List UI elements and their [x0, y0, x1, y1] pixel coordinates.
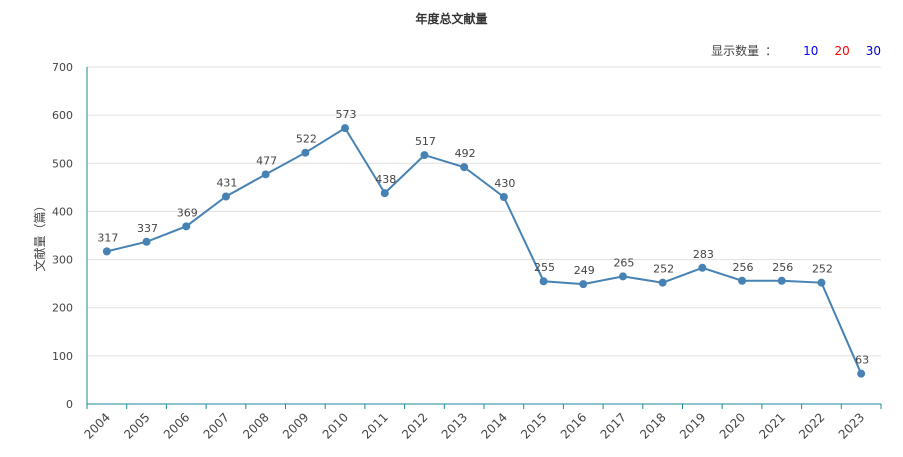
x-tick-label: 2022	[796, 410, 827, 441]
x-tick-label: 2005	[121, 410, 152, 441]
data-point	[658, 278, 667, 287]
y-tick-label: 200	[52, 302, 73, 315]
x-tick-label: 2023	[836, 410, 867, 441]
data-point	[102, 247, 111, 256]
x-tick-label: 2021	[756, 410, 787, 441]
display-count-option-30[interactable]: 30	[865, 43, 881, 58]
data-label: 252	[812, 263, 833, 276]
y-tick-label: 400	[52, 205, 73, 218]
x-tick-label: 2007	[201, 410, 232, 441]
data-label: 256	[733, 261, 754, 274]
data-point	[261, 170, 270, 179]
x-tick-label: 2016	[558, 410, 589, 441]
data-point	[420, 151, 429, 160]
data-label: 337	[137, 222, 158, 235]
data-point	[698, 263, 707, 272]
data-label: 256	[772, 261, 793, 274]
display-count-colon: ：	[765, 44, 778, 58]
y-tick-label: 700	[52, 61, 73, 74]
y-tick-label: 100	[52, 350, 73, 363]
data-point	[380, 189, 389, 198]
chart-title: 年度总文献量	[415, 12, 488, 26]
data-point	[618, 272, 627, 281]
data-point	[539, 277, 548, 286]
data-label: 317	[97, 231, 118, 244]
data-label: 431	[216, 177, 237, 190]
x-tick-label: 2008	[240, 410, 271, 441]
x-tick-label: 2020	[717, 410, 748, 441]
x-tick-label: 2014	[478, 410, 509, 441]
data-label: 477	[256, 154, 277, 167]
x-tick-label: 2013	[439, 410, 470, 441]
data-point	[182, 222, 191, 231]
display-count-option-10[interactable]: 10	[803, 43, 819, 58]
x-tick-label: 2004	[81, 410, 112, 441]
data-label: 255	[534, 261, 555, 274]
y-tick-label: 0	[66, 398, 73, 411]
data-label: 573	[336, 108, 357, 121]
data-label: 249	[574, 264, 595, 277]
y-tick-label: 500	[52, 157, 73, 170]
data-point	[817, 278, 826, 287]
x-tick-label: 2012	[399, 410, 430, 441]
data-label: 517	[415, 135, 436, 148]
data-point	[857, 369, 866, 378]
series-line	[106, 126, 863, 375]
data-label: 265	[613, 256, 634, 269]
data-point	[221, 192, 230, 201]
x-tick-label: 2015	[518, 410, 549, 441]
data-point	[777, 276, 786, 285]
y-tick-label: 600	[52, 109, 73, 122]
data-point	[301, 148, 310, 157]
x-tick-label: 2010	[320, 410, 351, 441]
data-label: 283	[693, 248, 714, 261]
data-point	[460, 163, 469, 172]
data-label: 369	[177, 206, 198, 219]
display-count-label: 显示数量	[711, 44, 760, 58]
data-label: 252	[653, 263, 674, 276]
y-axis-title: 文献量（篇）	[32, 199, 47, 271]
data-label: 492	[455, 147, 476, 160]
data-point	[341, 124, 350, 133]
data-label: 63	[855, 354, 869, 367]
x-tick-label: 2019	[677, 410, 708, 441]
data-label: 522	[296, 133, 317, 146]
data-point	[738, 276, 747, 285]
data-label: 430	[494, 177, 515, 190]
x-tick-label: 2018	[637, 410, 668, 441]
x-tick-label: 2017	[598, 410, 629, 441]
x-tick-label: 2011	[359, 410, 390, 441]
display-count-controls: 显示数量 ： 10 20 30	[711, 42, 881, 59]
y-tick-label: 300	[52, 254, 73, 267]
x-tick-label: 2006	[161, 410, 192, 441]
display-count-option-20[interactable]: 20	[834, 43, 850, 58]
data-point	[579, 280, 588, 289]
data-label: 438	[375, 173, 396, 186]
x-tick-label: 2009	[280, 410, 311, 441]
data-point	[499, 192, 508, 201]
data-point	[142, 237, 151, 246]
